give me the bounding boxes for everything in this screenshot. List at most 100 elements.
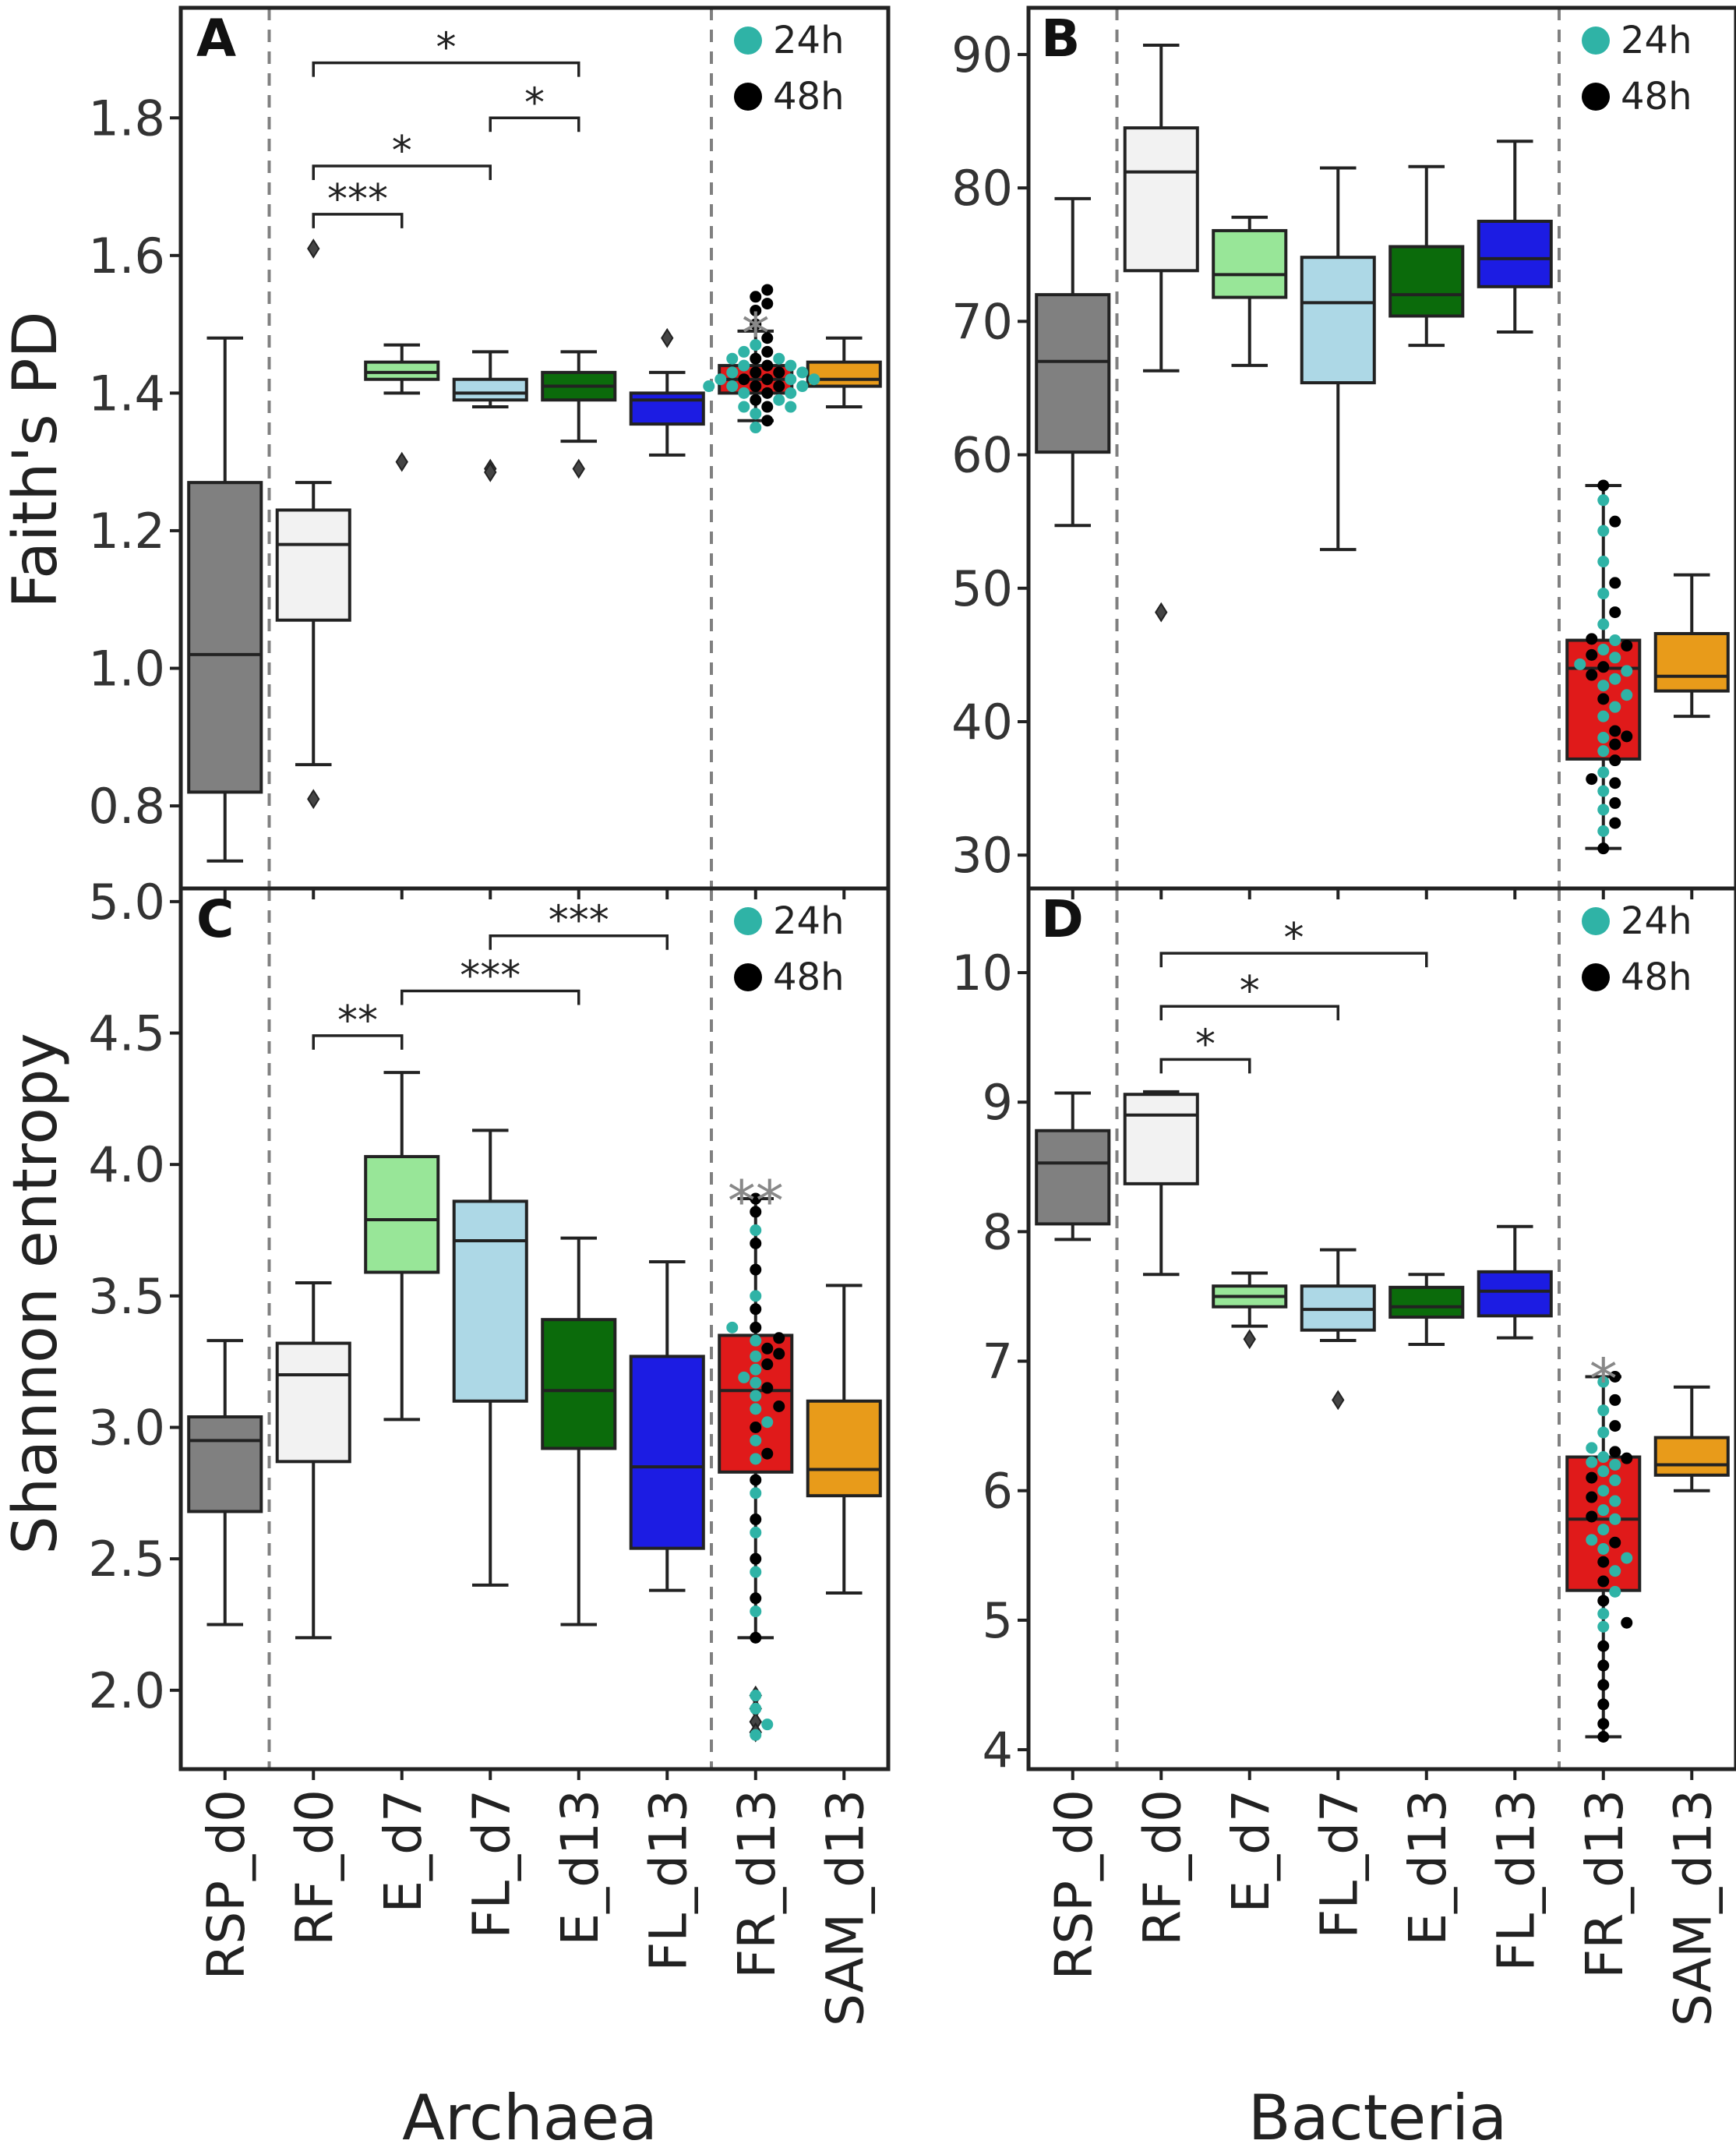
- fr-point-48h: [1597, 479, 1610, 492]
- fr-point-48h: [1609, 515, 1621, 528]
- outlier-point: [1243, 1329, 1256, 1350]
- fr-point-24h: [773, 352, 785, 365]
- y-tick-label: 0.8: [88, 778, 165, 835]
- bracket-line: [400, 989, 580, 1005]
- legend-label: 48h: [773, 955, 845, 999]
- outlier-point: [395, 451, 408, 472]
- box-rsp-d0: [1035, 196, 1111, 528]
- fr-significance-marker: **: [728, 1168, 784, 1234]
- fr-point-48h: [750, 1303, 762, 1316]
- fr-point-48h: [750, 1192, 762, 1205]
- fr-point-48h: [750, 1514, 762, 1526]
- fr-point-48h: [750, 380, 762, 393]
- fr-point-24h: [703, 380, 715, 393]
- fr-point-24h: [750, 1390, 762, 1402]
- significance-label: **: [337, 998, 378, 1044]
- fr-point-24h: [1597, 494, 1610, 507]
- outlier-point: [661, 327, 674, 348]
- fr-point-48h: [761, 373, 774, 386]
- box-fl-d7: [1300, 1248, 1376, 1411]
- bracket-line: [1159, 1005, 1339, 1021]
- fr-point-24h: [1597, 1620, 1610, 1633]
- fr-point-48h: [750, 1237, 762, 1249]
- fr-point-48h: [1609, 817, 1621, 829]
- fr-point-24h: [1597, 804, 1610, 816]
- fr-point-24h: [750, 1224, 762, 1237]
- fr-point-24h: [1621, 1552, 1633, 1564]
- box-body: [364, 360, 440, 381]
- fr-point-48h: [1586, 633, 1598, 645]
- box-body: [452, 377, 528, 402]
- significance-bracket: ***: [400, 953, 580, 1005]
- fr-point-48h: [761, 359, 774, 372]
- fr-point-24h: [1597, 1451, 1610, 1464]
- box-body: [1035, 293, 1111, 454]
- fr-point-24h: [1597, 710, 1610, 722]
- significance-label: ***: [549, 898, 609, 945]
- box-body: [1035, 1129, 1111, 1226]
- fr-point-24h: [750, 1605, 762, 1618]
- fr-point-48h: [1597, 1640, 1610, 1652]
- bracket-line: [312, 213, 404, 228]
- fr-point-24h: [1597, 556, 1610, 568]
- fr-point-24h: [750, 1350, 762, 1362]
- box-body: [1123, 126, 1199, 273]
- fr-point-24h: [750, 1566, 762, 1578]
- panel-letter: C: [196, 889, 234, 949]
- fr-point-24h: [750, 422, 762, 434]
- fr-point-48h: [1586, 669, 1598, 681]
- fr-point-24h: [750, 408, 762, 420]
- fr-point-24h: [750, 1434, 762, 1446]
- fr-point-48h: [761, 1382, 774, 1394]
- fr-point-24h: [1609, 1474, 1621, 1486]
- y-tick-label: 4.0: [88, 1136, 165, 1193]
- fr-point-48h: [750, 304, 762, 316]
- legend-label: 24h: [1621, 899, 1692, 943]
- fr-point-48h: [750, 1321, 762, 1333]
- box-fl-d7: [452, 1129, 528, 1587]
- bracket-line: [312, 164, 492, 181]
- fr-point-24h: [1597, 1485, 1610, 1497]
- box-rf-d0: [1123, 1090, 1199, 1277]
- legend-marker: [734, 26, 762, 55]
- fr-point-24h: [1609, 1585, 1621, 1598]
- fr-point-48h: [1597, 693, 1610, 705]
- fr-point-48h: [1609, 577, 1621, 589]
- y-axis-label-faiths-pd: Faith's PD: [1, 311, 71, 608]
- fr-point-48h: [761, 1358, 774, 1371]
- y-tick-label: 6: [983, 1463, 1013, 1520]
- bracket-line: [312, 61, 580, 77]
- significance-bracket: ***: [312, 176, 404, 228]
- box-body: [275, 508, 351, 622]
- significance-label: *: [436, 25, 457, 72]
- y-tick-label: 5: [983, 1592, 1013, 1649]
- fr-point-24h: [1597, 785, 1610, 797]
- fr-point-48h: [1586, 1471, 1598, 1484]
- legend-label: 48h: [1621, 955, 1692, 999]
- fr-point-48h: [1609, 1536, 1621, 1549]
- x-tick-label: E_d13: [1398, 1789, 1458, 1946]
- box-body: [187, 1415, 263, 1514]
- fr-point-24h: [1609, 652, 1621, 664]
- fr-point-48h: [1597, 1718, 1610, 1730]
- fr-point-24h: [785, 401, 797, 413]
- y-tick-label: 3.5: [88, 1268, 165, 1325]
- y-tick-label: 1.6: [88, 228, 165, 284]
- bracket-line: [312, 1034, 404, 1050]
- box-sam-d13: [1653, 1385, 1730, 1492]
- panel-letter: B: [1041, 9, 1080, 69]
- legend-marker: [1582, 83, 1610, 111]
- fr-point-24h: [1609, 673, 1621, 685]
- bracket-line: [1159, 1058, 1251, 1074]
- y-tick-label: 1.8: [88, 90, 165, 147]
- box-fl-d7: [452, 350, 528, 482]
- box-rf-d0: [275, 1280, 351, 1640]
- fr-point-48h: [761, 1447, 774, 1460]
- fr-point-24h: [1597, 644, 1610, 656]
- x-tick-label: FL_d13: [1486, 1789, 1546, 1972]
- bracket-line: [489, 116, 580, 132]
- box-body: [541, 1318, 617, 1450]
